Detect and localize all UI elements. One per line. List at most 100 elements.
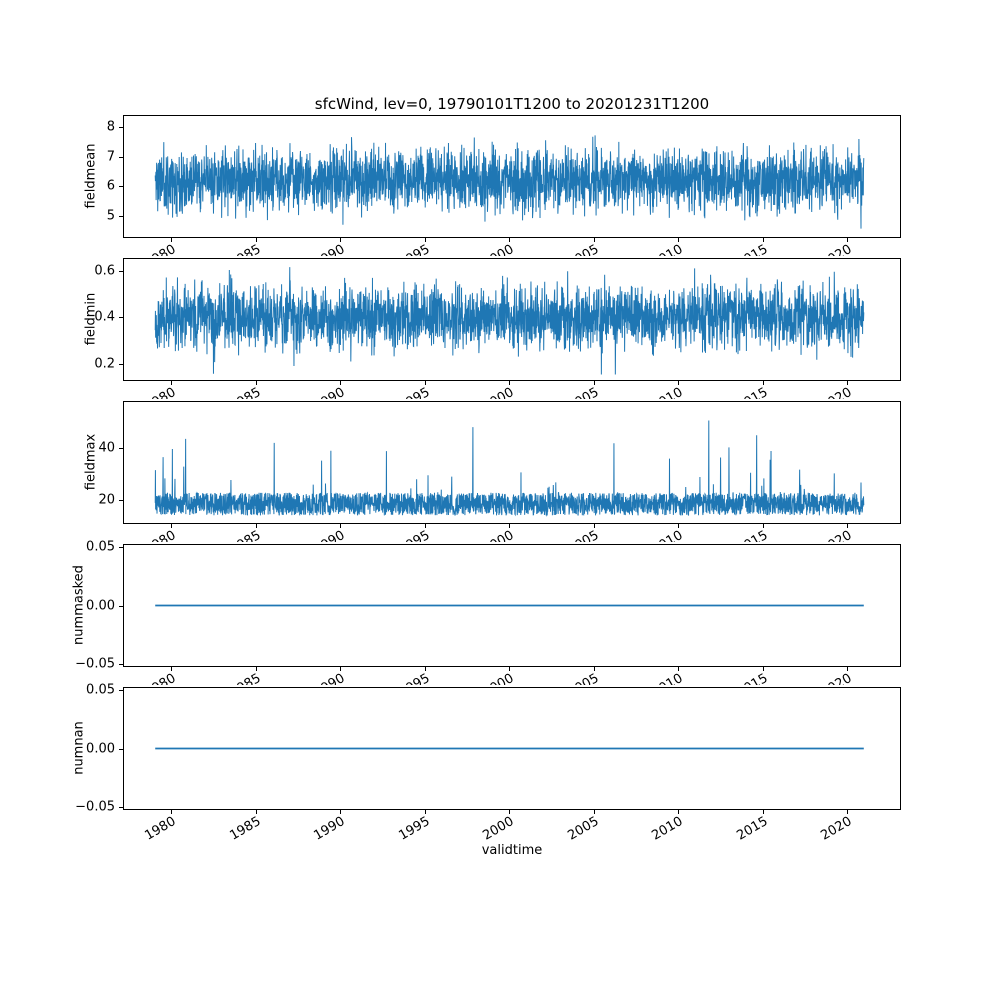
x-tick-label: 2010: [626, 671, 685, 685]
x-tick-mark: [762, 381, 764, 385]
x-tick-label: 2000: [457, 528, 516, 542]
x-tick-mark: [340, 810, 342, 814]
x-tick-labels: 1980 1985 1990 1995 2000 2005 2010 2015 2020: [0, 240, 1000, 256]
x-tick-label: 1985: [204, 242, 263, 256]
x-tick-label: 1985: [204, 385, 263, 399]
subplot-fieldmean: fieldmean 567819801985199019952000200520…: [0, 115, 1000, 285]
y-tick-mark: [119, 156, 123, 158]
y-tick-label: 20: [98, 492, 115, 508]
x-tick-mark: [171, 524, 173, 528]
series-line-fieldmin: [154, 267, 865, 375]
x-tick-label: 2010: [626, 242, 685, 256]
series-line-fieldmean: [154, 135, 865, 229]
x-tick-mark: [678, 238, 679, 242]
x-tick-mark: [171, 667, 173, 671]
x-tick-mark: [255, 381, 257, 385]
x-tick-mark: [255, 524, 257, 528]
x-tick-label: 1995: [373, 385, 432, 399]
x-tick-label: 1990: [288, 242, 347, 256]
y-tick-mark: [119, 499, 123, 501]
chart-title: sfcWind, lev=0, 19790101T1200 to 2020123…: [314, 95, 710, 113]
x-tick-label: 2010: [626, 385, 685, 399]
y-tick-label: 0.4: [94, 309, 115, 325]
x-tick-label: 2015: [711, 671, 770, 685]
x-tick-label: 2005: [542, 528, 601, 542]
x-tick-mark: [762, 667, 764, 671]
x-tick-label: 1980: [119, 385, 178, 399]
y-tick-mark: [119, 689, 123, 691]
subplot-numnan: numnan −0.05 0.00 0.05 1980 1985 1990 1995 2000…: [0, 682, 1000, 857]
x-tick-mark: [340, 238, 342, 242]
y-tick-mark: [119, 317, 123, 319]
y-tick-mark: [119, 748, 123, 750]
x-tick-label: 1985: [204, 528, 263, 542]
x-tick-mark: [424, 810, 426, 814]
x-tick-label: 2005: [542, 671, 601, 685]
x-tick-label: 2015: [711, 528, 770, 542]
y-tick-label: 7: [106, 149, 115, 164]
y-tick-mark: [119, 664, 123, 666]
x-tick-mark: [509, 524, 510, 528]
x-tick-label: 1990: [288, 671, 347, 685]
x-tick-mark: [424, 238, 426, 242]
y-tick-label: 6: [106, 178, 115, 194]
x-tick-mark: [340, 381, 342, 385]
y-tick-label: 0.05: [86, 539, 115, 555]
series-line-numnan: [155, 747, 864, 750]
y-tick-label: 8: [106, 119, 115, 135]
axes-fieldmin: [123, 258, 901, 381]
x-tick-mark: [255, 238, 257, 242]
x-tick-mark: [846, 381, 848, 385]
x-tick-mark: [593, 810, 595, 814]
x-tick-mark: [593, 238, 595, 242]
x-tick-mark: [509, 238, 510, 242]
x-tick-labels: 1980 1985 1990 1995 2000 2005 2010 2015 2020: [0, 383, 1000, 399]
x-tick-label: 2000: [457, 242, 516, 256]
y-tick-mark: [119, 270, 123, 272]
x-tick-label: 2020: [795, 385, 854, 399]
y-tick-label: 0.00: [86, 598, 115, 613]
axes-numnan: [123, 687, 901, 810]
x-tick-mark: [593, 381, 595, 385]
x-tick-label: 1990: [288, 385, 347, 399]
y-tick-label: −0.05: [75, 799, 115, 815]
x-tick-mark: [678, 381, 679, 385]
x-tick-label: 1980: [119, 528, 178, 542]
series-line-nummasked: [155, 604, 864, 607]
x-tick-label: 2005: [542, 242, 601, 256]
y-tick-mark: [119, 186, 123, 188]
x-tick-mark: [171, 238, 173, 242]
x-tick-mark: [846, 810, 848, 814]
y-tick-label: 0.00: [86, 741, 115, 756]
x-tick-mark: [678, 524, 679, 528]
x-tick-mark: [340, 667, 342, 671]
x-tick-mark: [424, 667, 426, 671]
y-tick-mark: [119, 807, 123, 809]
y-tick-label: 0.05: [86, 682, 115, 698]
y-tick-label: 0.2: [94, 356, 115, 372]
x-tick-label: 1985: [204, 671, 263, 685]
axes-fieldmax: [123, 401, 901, 524]
x-tick-mark: [509, 810, 510, 814]
subplot-fieldmin: fieldmin 0.20.40.61980198519901995200020…: [0, 258, 1000, 428]
series-line-fieldmax: [154, 420, 865, 517]
x-tick-label: 2020: [795, 242, 854, 256]
axes-fieldmean: [123, 115, 901, 238]
x-tick-label: 2010: [626, 528, 685, 542]
x-tick-mark: [762, 238, 764, 242]
y-tick-label: 40: [98, 440, 115, 456]
y-tick-label: −0.05: [75, 656, 115, 672]
x-tick-mark: [171, 381, 173, 385]
x-tick-label: 2020: [795, 671, 854, 685]
x-tick-label: 2020: [795, 528, 854, 542]
x-tick-mark: [424, 381, 426, 385]
x-tick-mark: [762, 810, 764, 814]
x-tick-label: 2000: [457, 671, 516, 685]
x-tick-labels: 1980 1985 1990 1995 2000 2005 2010 2015 2020: [0, 526, 1000, 542]
y-tick-mark: [119, 546, 123, 548]
x-tick-mark: [509, 381, 510, 385]
x-tick-label: 2015: [711, 385, 770, 399]
x-tick-label: 1990: [288, 528, 347, 542]
x-tick-mark: [424, 524, 426, 528]
